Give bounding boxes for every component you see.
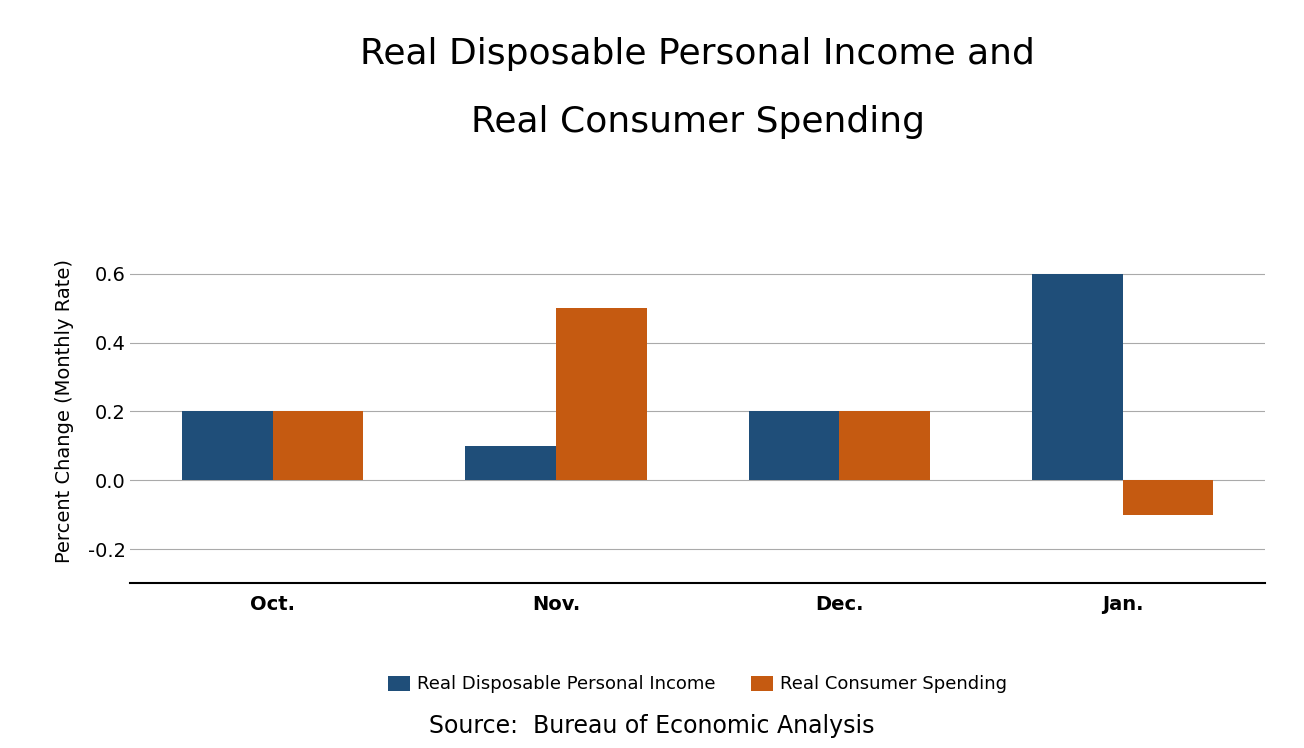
Y-axis label: Percent Change (Monthly Rate): Percent Change (Monthly Rate) [55, 260, 73, 563]
Legend: Real Disposable Personal Income, Real Consumer Spending: Real Disposable Personal Income, Real Co… [381, 668, 1015, 701]
Bar [466, 446, 556, 480]
Text: Source:  Bureau of Economic Analysis: Source: Bureau of Economic Analysis [429, 714, 875, 738]
Text: Real Disposable Personal Income and: Real Disposable Personal Income and [360, 37, 1035, 71]
Bar [556, 308, 647, 480]
Bar [183, 411, 273, 480]
Bar [748, 411, 840, 480]
Bar [840, 411, 930, 480]
Bar [1123, 480, 1213, 515]
Text: Real Consumer Spending: Real Consumer Spending [471, 105, 925, 138]
Bar [273, 411, 364, 480]
Bar [1031, 274, 1123, 480]
